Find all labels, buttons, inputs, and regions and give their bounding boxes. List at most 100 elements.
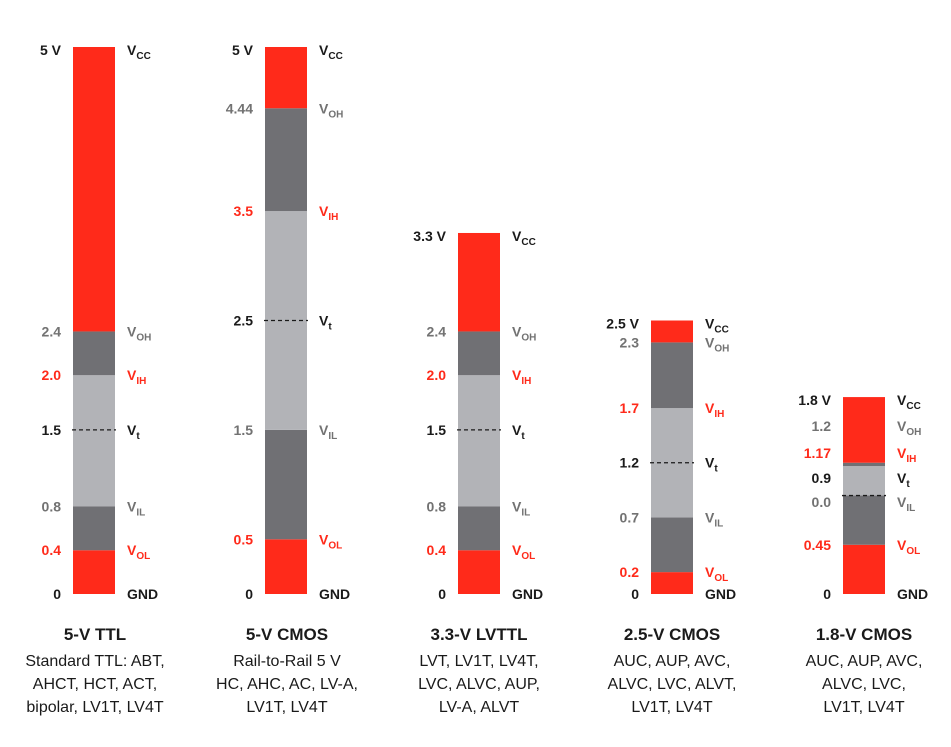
value-label-2-3: 3.5 [234, 203, 254, 219]
value-label-1-7: 0 [53, 586, 61, 602]
bar-region-1-3 [73, 375, 115, 507]
bar-region-4-5 [651, 320, 693, 343]
value-label-5-6: 0.45 [804, 537, 831, 553]
bar-region-4-2 [651, 517, 693, 573]
signal-label-5-5: VIL [897, 494, 915, 514]
signal-label-3-3: VIH [512, 367, 531, 387]
column-desc-5-1: AUC, AUP, AVC, [806, 653, 923, 670]
signal-subscript-2-3: IH [328, 212, 338, 223]
column-desc-2-3: LV1T, LV4T [246, 699, 327, 716]
signal-label-1-5: VIL [127, 498, 145, 518]
value-label-3-7: 0 [438, 586, 446, 602]
column-desc-3-2: LVC, ALVC, AUP, [418, 676, 540, 693]
value-label-4-4: 1.2 [620, 455, 640, 471]
signal-subscript-5-6: OL [906, 546, 920, 557]
signal-label-5-6: VOL [897, 537, 920, 557]
signal-subscript-5-4: t [906, 479, 910, 490]
signal-subscript-5-5: IL [906, 503, 915, 514]
signal-label-3-5: VIL [512, 498, 530, 518]
signal-label-1-2: VOH [127, 323, 151, 343]
signal-subscript-3-3: IH [521, 376, 531, 387]
signal-label-4-6: VOL [705, 564, 728, 584]
column-desc-3-3: LV-A, ALVT [439, 699, 520, 716]
column-desc-4-1: AUC, AUP, AVC, [614, 653, 731, 670]
bar-region-5-3 [843, 466, 885, 496]
signal-label-3-4: Vt [512, 422, 525, 442]
column-desc-1-2: AHCT, HCT, ACT, [33, 676, 157, 693]
bar-region-1-2 [73, 506, 115, 551]
value-label-4-7: 0 [631, 586, 639, 602]
value-label-1-4: 1.5 [42, 422, 62, 438]
column-title-4: 2.5-V CMOS [624, 625, 720, 644]
signal-label-2-4: Vt [319, 313, 332, 333]
signal-label-4-3: VIH [705, 400, 724, 420]
signal-subscript-2-4: t [328, 322, 332, 333]
signal-subscript-5-1: CC [906, 401, 920, 412]
bar-region-2-1 [265, 539, 307, 594]
value-label-5-7: 0 [823, 586, 831, 602]
column-desc-4-3: LV1T, LV4T [631, 699, 712, 716]
value-label-4-1: 2.5 V [606, 316, 639, 332]
value-label-3-3: 2.0 [427, 367, 447, 383]
value-label-5-1: 1.8 V [798, 392, 831, 408]
value-label-2-6: 0.5 [234, 531, 254, 547]
value-label-5-3: 1.17 [804, 445, 831, 461]
signal-subscript-4-2: OH [714, 343, 729, 354]
signal-label-1-7: GND [127, 586, 158, 602]
column-desc-5-3: LV1T, LV4T [823, 699, 904, 716]
bar-region-3-4 [458, 331, 500, 376]
value-label-5-5: 0.0 [812, 494, 832, 510]
signal-subscript-1-5: IL [136, 507, 145, 518]
signal-label-5-7: GND [897, 586, 928, 602]
value-label-3-1: 3.3 V [413, 228, 446, 244]
column-title-3: 3.3-V LVTTL [431, 625, 528, 644]
value-label-1-1: 5 V [40, 42, 62, 58]
signal-label-1-1: VCC [127, 42, 151, 62]
value-label-5-4: 0.9 [812, 470, 832, 486]
column-title-1: 5-V TTL [64, 625, 126, 644]
signal-subscript-2-6: OL [328, 540, 342, 551]
signal-label-2-7: GND [319, 586, 350, 602]
signal-subscript-1-2: OH [136, 332, 151, 343]
signal-subscript-4-1: CC [714, 325, 728, 336]
bar-region-1-4 [73, 331, 115, 376]
signal-subscript-1-4: t [136, 431, 140, 442]
column-title-5: 1.8-V CMOS [816, 625, 912, 644]
bar-region-5-2 [843, 495, 885, 545]
bar-region-5-5 [843, 397, 885, 463]
signal-label-2-2: VOH [319, 100, 343, 120]
signal-label-2-5: VIL [319, 422, 337, 442]
value-label-3-4: 1.5 [427, 422, 447, 438]
bar-region-2-4 [265, 108, 307, 212]
signal-subscript-3-2: OH [521, 332, 536, 343]
signal-label-3-2: VOH [512, 323, 536, 343]
signal-label-5-4: Vt [897, 470, 910, 490]
value-label-4-6: 0.2 [620, 564, 640, 580]
value-label-1-6: 0.4 [42, 542, 62, 558]
signal-subscript-5-3: IH [906, 454, 916, 465]
bar-region-2-5 [265, 47, 307, 109]
signal-label-4-1: VCC [705, 316, 729, 336]
bar-region-4-4 [651, 342, 693, 409]
signal-label-4-4: Vt [705, 455, 718, 475]
value-label-2-5: 1.5 [234, 422, 254, 438]
value-label-4-5: 0.7 [620, 509, 640, 525]
signal-label-1-4: Vt [127, 422, 140, 442]
signal-label-4-2: VOH [705, 334, 729, 354]
signal-label-3-6: VOL [512, 542, 535, 562]
bar-region-5-1 [843, 544, 885, 594]
signal-subscript-3-5: IL [521, 507, 530, 518]
signal-subscript-3-6: OL [521, 551, 535, 562]
value-label-2-7: 0 [245, 586, 253, 602]
signal-subscript-2-5: IL [328, 431, 337, 442]
signal-subscript-1-1: CC [136, 51, 150, 62]
signal-label-4-7: GND [705, 586, 736, 602]
signal-label-1-6: VOL [127, 542, 150, 562]
bar-region-5-4 [843, 462, 885, 467]
bar-region-1-5 [73, 47, 115, 332]
value-label-3-2: 2.4 [427, 323, 447, 339]
value-label-2-1: 5 V [232, 42, 254, 58]
bar-region-3-1 [458, 550, 500, 594]
